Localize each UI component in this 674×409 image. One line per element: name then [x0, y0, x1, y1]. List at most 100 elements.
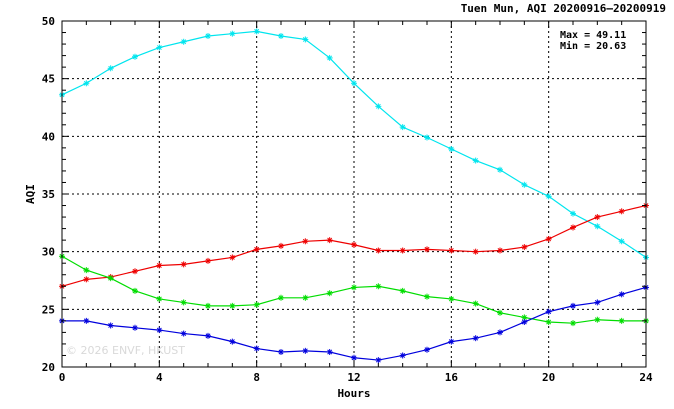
data-point	[618, 238, 625, 245]
data-point	[594, 214, 601, 221]
data-point	[83, 80, 90, 87]
data-point	[375, 283, 382, 290]
data-point	[351, 284, 357, 291]
data-point	[229, 254, 236, 261]
data-point	[278, 294, 284, 301]
data-point	[229, 338, 236, 345]
data-point	[570, 224, 576, 231]
data-point	[399, 247, 406, 254]
series-layer	[59, 28, 649, 364]
data-point	[594, 299, 601, 306]
data-point	[132, 324, 138, 331]
data-point	[156, 327, 163, 334]
data-point	[180, 38, 187, 45]
data-point	[107, 275, 114, 282]
data-point	[205, 257, 211, 264]
y-axis-label: AQI	[24, 184, 37, 204]
data-point	[399, 352, 406, 359]
x-tick-label: 24	[639, 371, 653, 384]
data-point	[497, 329, 503, 336]
data-point	[399, 124, 406, 131]
y-tick-label: 30	[42, 246, 55, 259]
data-point	[497, 166, 503, 173]
data-point	[132, 287, 138, 294]
data-point	[180, 261, 187, 268]
data-point	[472, 300, 479, 307]
data-point	[448, 338, 455, 345]
x-tick-label: 0	[59, 371, 66, 384]
data-point	[351, 241, 357, 248]
series-line	[61, 30, 647, 258]
data-point	[448, 146, 455, 153]
data-point	[399, 287, 406, 294]
x-axis-label: Hours	[337, 387, 370, 400]
data-point	[472, 335, 479, 342]
data-point	[375, 103, 382, 110]
stats-box: Max = 49.11 Min = 20.63	[560, 30, 626, 52]
data-point	[545, 235, 552, 242]
data-point	[132, 268, 138, 275]
y-tick-label: 40	[42, 130, 55, 143]
data-point	[521, 181, 528, 188]
data-point	[594, 223, 601, 230]
y-tick-label: 45	[42, 73, 55, 86]
data-point	[545, 319, 552, 326]
data-point	[278, 349, 284, 356]
data-point	[351, 80, 357, 87]
data-point	[326, 237, 333, 244]
series-2	[59, 202, 649, 290]
data-point	[351, 354, 357, 361]
data-point	[302, 238, 309, 245]
x-tick-label: 16	[445, 371, 459, 384]
min-value-label: Min = 20.63	[560, 41, 627, 52]
data-point	[618, 291, 625, 298]
data-point	[156, 262, 163, 269]
data-point	[618, 208, 625, 215]
data-point	[180, 299, 187, 306]
data-point	[448, 295, 455, 302]
data-point	[132, 53, 138, 60]
chart-title: Tuen Mun, AQI 20200916–20200919	[460, 2, 666, 15]
data-point	[326, 54, 333, 61]
data-point	[302, 294, 309, 301]
data-point	[253, 246, 260, 253]
data-point	[472, 248, 479, 255]
data-point	[229, 302, 236, 309]
data-point	[424, 134, 430, 141]
y-tick-label: 20	[42, 361, 55, 374]
data-point	[326, 349, 333, 356]
y-tick-label: 35	[42, 188, 55, 201]
data-point	[545, 193, 552, 200]
y-tick-label: 25	[42, 303, 55, 316]
data-point	[424, 346, 430, 353]
data-point	[156, 295, 163, 302]
data-point	[253, 28, 260, 35]
data-point	[545, 308, 552, 315]
x-tick-label: 20	[542, 371, 555, 384]
data-point	[497, 309, 503, 316]
data-point	[253, 345, 260, 352]
grid-lines	[62, 21, 646, 367]
data-point	[107, 65, 114, 72]
data-point	[107, 322, 114, 329]
data-point	[326, 290, 333, 297]
data-point	[83, 267, 90, 274]
data-point	[375, 357, 382, 364]
data-point	[521, 319, 528, 326]
data-point	[570, 302, 576, 309]
data-point	[278, 32, 284, 39]
data-point	[618, 317, 625, 324]
data-point	[253, 301, 260, 308]
data-point	[472, 157, 479, 164]
x-tick-label: 4	[156, 371, 163, 384]
x-tick-label: 8	[253, 371, 260, 384]
data-point	[205, 32, 211, 39]
series-1	[59, 28, 649, 261]
data-point	[302, 347, 309, 354]
x-tick-label: 12	[347, 371, 360, 384]
copyright-watermark: © 2026 ENVF, HKUST	[66, 344, 185, 357]
data-point	[156, 44, 163, 51]
data-point	[521, 244, 528, 251]
data-point	[375, 247, 382, 254]
data-point	[180, 330, 187, 337]
